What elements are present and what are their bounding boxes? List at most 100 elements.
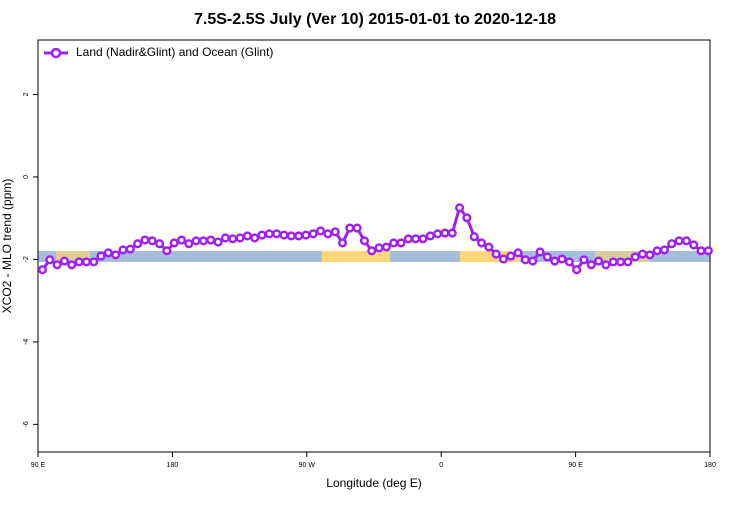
point [652, 246, 662, 256]
point [630, 252, 640, 262]
point [264, 229, 274, 239]
x-tick-label: 180 [704, 462, 716, 469]
point [637, 249, 648, 259]
point [315, 226, 326, 236]
point [411, 234, 421, 244]
point [403, 234, 413, 244]
point [689, 240, 699, 250]
point [89, 257, 99, 267]
point [220, 233, 230, 243]
point [608, 257, 618, 267]
point [59, 256, 69, 266]
point [352, 223, 362, 233]
x-axis-label: Longitude (deg E) [326, 476, 421, 490]
point [506, 251, 516, 261]
point [418, 234, 428, 244]
point [535, 247, 545, 257]
point [111, 250, 121, 260]
x-tick-label: 90 E [31, 462, 46, 469]
point [498, 254, 509, 264]
point [96, 251, 106, 261]
point [645, 250, 655, 260]
point [198, 236, 209, 246]
land-band [595, 251, 650, 262]
point [594, 256, 604, 266]
legend-label: Land (Nadir&Glint) and Ocean (Glint) [76, 45, 273, 59]
point [520, 255, 530, 265]
point [279, 230, 289, 240]
point [681, 236, 691, 246]
point [550, 256, 560, 266]
point [257, 230, 267, 240]
y-tick-label: -4 [23, 339, 30, 345]
point [228, 234, 238, 244]
point [133, 239, 143, 249]
x-tick-label: 180 [167, 462, 179, 469]
plot-frame [37, 39, 711, 453]
point [206, 235, 216, 245]
surface-band [38, 251, 710, 262]
point [191, 236, 201, 246]
point [455, 203, 465, 213]
point [45, 255, 55, 265]
point [176, 235, 187, 245]
point [213, 237, 223, 247]
point [74, 257, 84, 267]
land-band [56, 251, 90, 262]
point [359, 236, 369, 246]
point [140, 235, 150, 245]
point [103, 248, 113, 258]
point [601, 260, 611, 270]
point [623, 257, 633, 267]
point [586, 260, 596, 270]
point [564, 257, 574, 267]
legend-marker [50, 47, 62, 59]
point [162, 246, 172, 256]
chart-title: 7.5S-2.5S July (Ver 10) 2015-01-01 to 20… [194, 11, 556, 28]
point [528, 256, 538, 266]
point [118, 245, 128, 255]
point [462, 213, 472, 223]
point [308, 229, 318, 239]
point [81, 257, 91, 267]
point [301, 230, 311, 240]
point [323, 229, 333, 239]
point [440, 228, 450, 238]
point [572, 265, 582, 275]
point [169, 238, 179, 248]
point [469, 232, 479, 242]
point [250, 233, 260, 243]
land-band [322, 251, 390, 262]
point [272, 229, 282, 239]
point [447, 228, 457, 238]
y-tick-label: 2 [23, 92, 30, 96]
point [381, 242, 391, 252]
y-tick-label: -6 [23, 421, 30, 427]
point [52, 260, 62, 270]
point [659, 245, 670, 255]
point [674, 236, 684, 246]
y-tick-label: 0 [23, 175, 30, 179]
point [615, 257, 626, 267]
point [513, 248, 523, 258]
x-tick-label: 90 E [568, 462, 583, 469]
point [337, 238, 348, 248]
point [235, 233, 245, 243]
point [542, 252, 552, 262]
point [294, 231, 304, 241]
point [703, 246, 713, 256]
point [484, 242, 494, 252]
y-tick-label: -2 [23, 256, 30, 262]
point [155, 239, 165, 249]
point [396, 238, 406, 248]
point [696, 246, 706, 256]
land-band [460, 251, 520, 262]
point [425, 231, 435, 241]
point [184, 239, 194, 249]
x-tick-label: 0 [439, 462, 443, 469]
point [67, 260, 77, 270]
x-tick-label: 90 W [299, 462, 316, 469]
point [330, 227, 340, 237]
point [125, 244, 135, 254]
